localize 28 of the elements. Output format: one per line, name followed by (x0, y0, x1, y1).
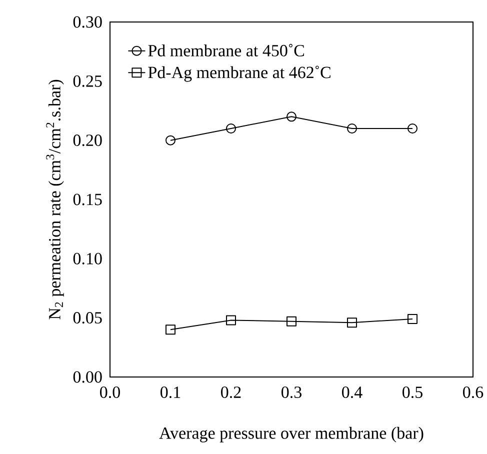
x-tick-label: 0.3 (282, 386, 302, 398)
x-tick-label: 0.1 (160, 386, 180, 398)
y-tick-label: 0.25 (73, 75, 102, 87)
point (226, 124, 236, 134)
x-tick-label: 0.5 (402, 386, 422, 398)
y-tick-label: 0.00 (73, 371, 102, 383)
y-tick-label: 0.15 (73, 194, 102, 206)
point (407, 314, 418, 324)
y-axis-title: N$_{2}$ permeation rate (cm$^{3}$/cm$^{2}$.s.bar) (46, 80, 64, 320)
point (346, 124, 357, 134)
x-tick-label: 0.2 (221, 386, 241, 398)
point (286, 316, 296, 326)
x-tick-label: 0.0 (100, 386, 120, 398)
y-tick-label: 0.10 (73, 252, 102, 264)
legend-label: Pd-Ag membrane at 462˚C (148, 66, 330, 82)
y-tick-label: 0.05 (73, 312, 102, 324)
y-tick-label: 0.30 (73, 16, 102, 28)
point (286, 112, 296, 122)
x-tick-label: 0.6 (463, 386, 484, 398)
legend-label: Pd membrane at 450˚C (148, 44, 304, 56)
point (166, 324, 176, 335)
point (346, 318, 357, 328)
x-tick-label: 0.4 (342, 386, 362, 398)
x-axis-title: Average pressure over membrane (bar) (159, 426, 424, 442)
y-tick-label: 0.20 (73, 134, 102, 146)
point (226, 315, 236, 326)
point (166, 135, 176, 146)
point (407, 124, 418, 134)
